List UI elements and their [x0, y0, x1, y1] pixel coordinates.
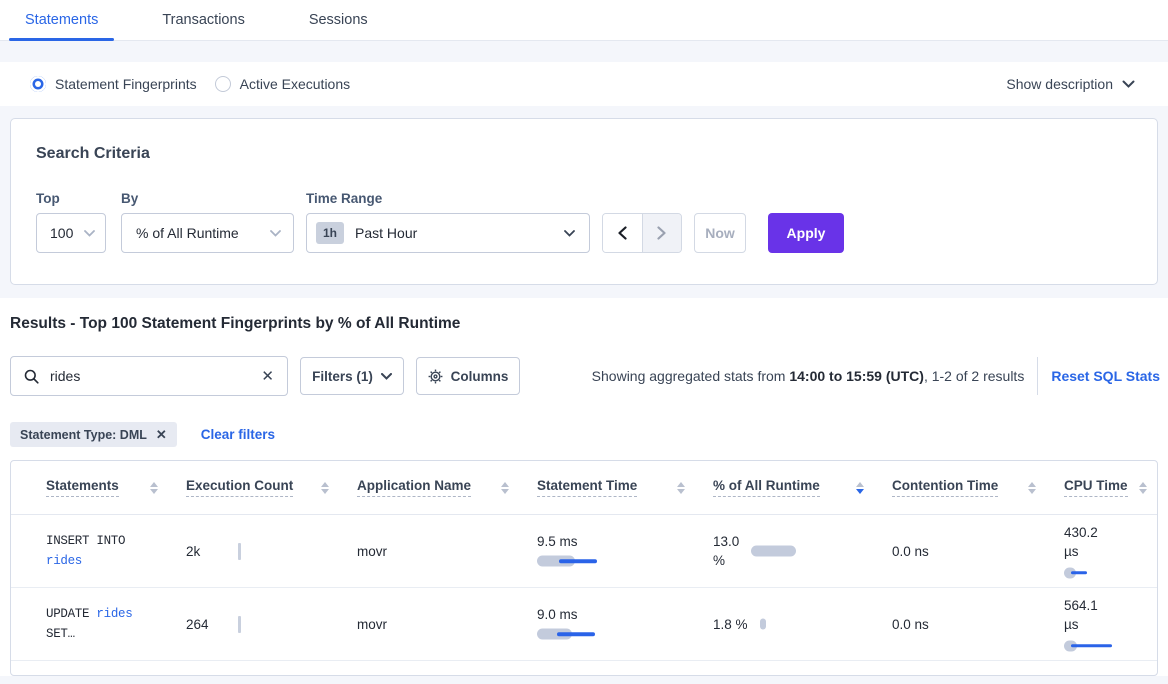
pct-runtime-cell: 13.0%: [713, 532, 892, 570]
table-row: INSERT INTO rides 2k movr 9.5 ms 13.0% 0…: [11, 515, 1157, 588]
remove-filter-icon[interactable]: ✕: [155, 426, 167, 442]
column-header-statements[interactable]: Statements: [46, 478, 186, 497]
statement-time-bar: [537, 627, 595, 641]
gear-icon: [428, 369, 443, 383]
top-label: Top: [36, 191, 60, 206]
statement-fingerprint-cell: INSERT INTO rides: [46, 534, 126, 568]
search-criteria-title: Search Criteria: [36, 145, 150, 162]
column-header-application-name[interactable]: Application Name: [357, 478, 537, 497]
radio-unselected-icon: [214, 76, 231, 92]
time-range-label: Time Range: [306, 191, 383, 206]
time-back-button[interactable]: [603, 214, 642, 252]
show-description-toggle[interactable]: Show description: [1006, 76, 1135, 92]
table-row: UPDATE rides SET… 264 movr 9.0 ms 1.8 % …: [11, 588, 1157, 661]
chevron-left-icon: [618, 226, 627, 240]
sort-icon[interactable]: [150, 481, 158, 494]
reset-sql-stats-link[interactable]: Reset SQL Stats: [1051, 368, 1160, 384]
execution-count-bar: [238, 542, 241, 560]
statements-table: Statements Execution Count Application N…: [10, 460, 1158, 676]
by-select[interactable]: % of All Runtime: [121, 213, 294, 253]
statement-time-cell: 9.5 ms: [537, 534, 713, 568]
view-toggle-toolbar: Statement Fingerprints Active Executions…: [0, 62, 1168, 106]
chevron-down-icon: [380, 372, 392, 380]
vertical-divider: [1037, 357, 1039, 395]
tab-sessions[interactable]: Sessions: [308, 12, 368, 28]
apply-button[interactable]: Apply: [768, 213, 844, 253]
column-header-statement-time[interactable]: Statement Time: [537, 478, 713, 497]
statement-link[interactable]: rides: [96, 607, 133, 621]
tab-statements[interactable]: Statements: [9, 0, 115, 41]
chevron-down-icon: [564, 229, 575, 237]
cpu-time-cell: 430.2 µs: [1064, 523, 1157, 580]
bottom-gap: [0, 676, 1168, 684]
search-value: rides: [50, 368, 81, 384]
statement-time-cell: 9.0 ms: [537, 607, 713, 641]
stats-summary-area: Showing aggregated stats from 14:00 to 1…: [592, 356, 1160, 396]
filters-button[interactable]: Filters (1): [300, 357, 404, 395]
results-heading: Results - Top 100 Statement Fingerprints…: [10, 315, 461, 332]
sort-icon[interactable]: [1028, 481, 1036, 494]
sort-icon[interactable]: [1139, 481, 1147, 494]
column-header-pct-runtime[interactable]: % of All Runtime: [713, 478, 892, 497]
column-header-contention-time[interactable]: Contention Time: [892, 478, 1064, 497]
time-shift-controls: [602, 213, 682, 253]
statement-fingerprint-cell: UPDATE rides SET…: [46, 607, 133, 641]
top-select[interactable]: 100: [36, 213, 106, 253]
chevron-down-icon: [84, 229, 95, 237]
results-section: Results - Top 100 Statement Fingerprints…: [0, 298, 1168, 676]
cpu-time-bar: [1064, 566, 1087, 580]
clear-search-icon[interactable]: ✕: [261, 367, 274, 385]
pct-runtime-bar: [751, 544, 797, 558]
column-header-cpu-time[interactable]: CPU Time: [1064, 478, 1157, 497]
now-button[interactable]: Now: [694, 213, 746, 253]
pct-runtime-bar: [759, 617, 766, 631]
aggregated-stats-text: Showing aggregated stats from 14:00 to 1…: [591, 368, 1025, 384]
statement-time-bar: [537, 554, 597, 568]
sort-icon-active-desc[interactable]: [856, 481, 864, 494]
execution-count-cell: 2k: [186, 542, 357, 560]
time-forward-button[interactable]: [641, 214, 681, 252]
chevron-right-icon: [657, 226, 667, 240]
contention-time-cell: 0.0 ns: [892, 616, 929, 632]
pct-runtime-cell: 1.8 %: [713, 615, 892, 634]
radio-active-executions[interactable]: Active Executions: [214, 76, 351, 92]
radio-label: Active Executions: [239, 76, 351, 92]
section-gap: [0, 41, 1168, 62]
statement-link[interactable]: rides: [46, 554, 83, 568]
application-name-cell: movr: [357, 616, 387, 632]
radio-label: Statement Fingerprints: [55, 76, 197, 92]
chevron-down-icon: [270, 229, 281, 237]
cpu-time-bar: [1064, 639, 1112, 653]
execution-count-bar: [238, 615, 241, 633]
tab-bar: Statements Transactions Sessions: [0, 0, 1168, 41]
sort-icon[interactable]: [321, 481, 329, 494]
active-filters-row: Statement Type: DML ✕ Clear filters: [10, 422, 275, 447]
statement-search-input[interactable]: rides ✕: [10, 356, 288, 396]
time-range-select[interactable]: 1h Past Hour: [306, 213, 590, 253]
tab-transactions[interactable]: Transactions: [162, 12, 245, 28]
radio-selected-icon: [30, 76, 46, 92]
table-header-row: Statements Execution Count Application N…: [11, 461, 1157, 515]
time-range-badge: 1h: [316, 222, 345, 244]
sort-icon[interactable]: [501, 481, 509, 494]
chevron-down-icon: [1122, 80, 1135, 88]
sort-icon[interactable]: [677, 481, 685, 494]
by-label: By: [121, 191, 139, 206]
cpu-time-cell: 564.1 µs: [1064, 596, 1157, 653]
clear-filters-link[interactable]: Clear filters: [200, 427, 276, 442]
search-criteria-panel: Search Criteria Top 100 By % of All Runt…: [10, 118, 1158, 285]
results-controls-row: rides ✕ Filters (1) Columns Showing aggr…: [10, 356, 1160, 396]
contention-time-cell: 0.0 ns: [892, 543, 929, 559]
search-icon: [24, 369, 39, 384]
filter-chip-statement-type[interactable]: Statement Type: DML ✕: [10, 422, 177, 447]
column-header-execution-count[interactable]: Execution Count: [186, 478, 357, 497]
execution-count-cell: 264: [186, 615, 357, 633]
application-name-cell: movr: [357, 543, 387, 559]
columns-button[interactable]: Columns: [416, 357, 520, 395]
radio-statement-fingerprints[interactable]: Statement Fingerprints: [30, 76, 197, 92]
